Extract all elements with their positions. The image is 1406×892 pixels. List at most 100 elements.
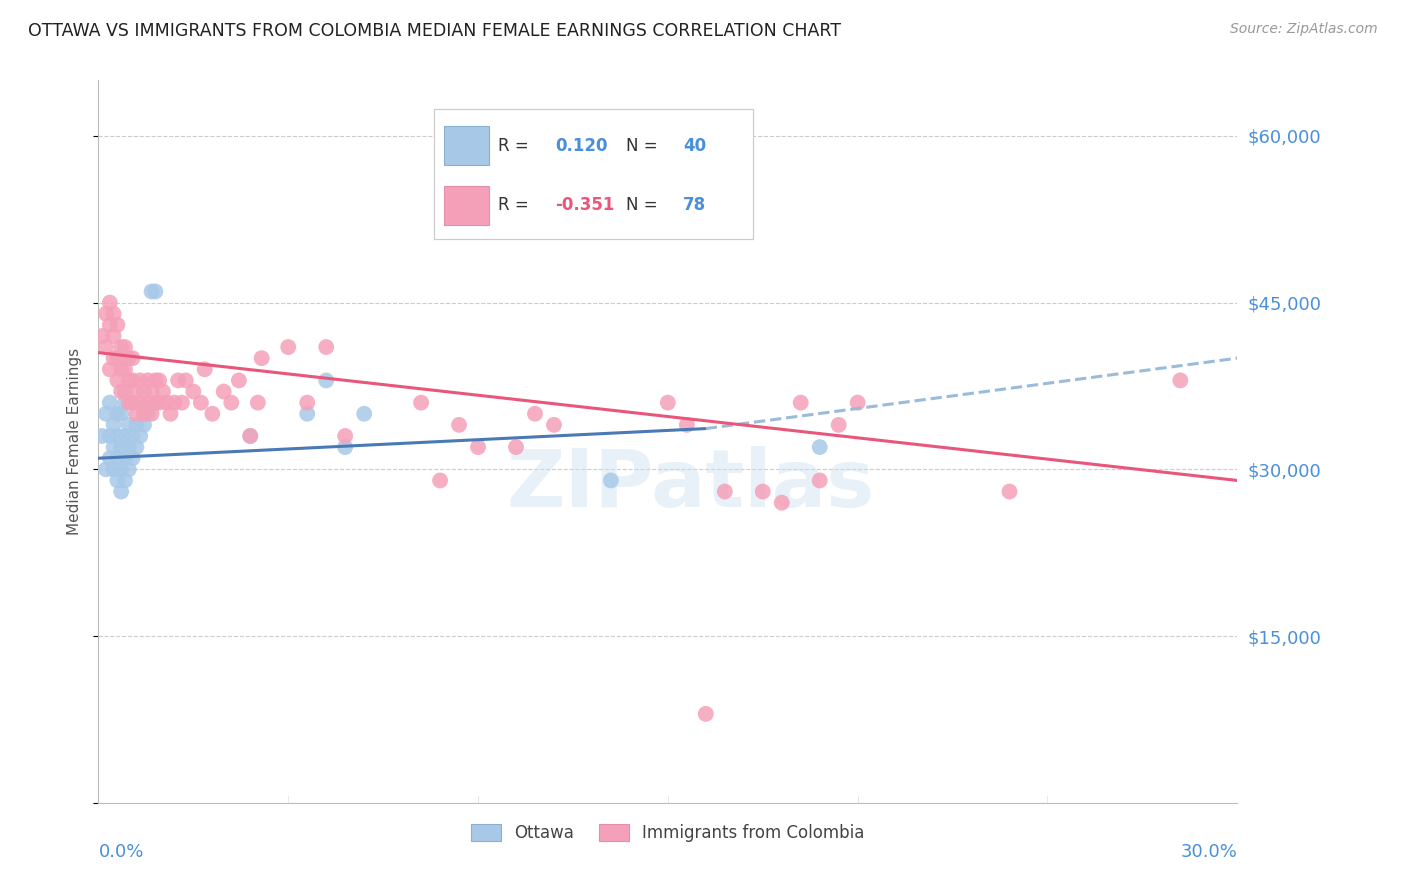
Point [94, 340, 117, 354]
Point [277, 340, 299, 354]
Point [98, 451, 121, 466]
Point [600, 474, 623, 488]
Point [91, 329, 114, 343]
Text: ZIPatlas: ZIPatlas [506, 446, 875, 524]
Point [141, 407, 163, 421]
Point [107, 318, 129, 332]
Point [411, 395, 433, 409]
Point [125, 407, 148, 421]
Point [129, 395, 152, 409]
Point [239, 429, 262, 443]
Point [132, 384, 155, 399]
Point [110, 384, 132, 399]
Point [118, 417, 141, 432]
Point [212, 384, 235, 399]
Point [107, 474, 129, 488]
Point [94, 462, 117, 476]
Point [110, 340, 132, 354]
Point [543, 417, 565, 432]
Point [353, 407, 375, 421]
Point [183, 384, 205, 399]
Point [103, 417, 125, 432]
Point [148, 373, 170, 387]
Point [103, 440, 125, 454]
Point [467, 440, 489, 454]
Point [129, 373, 152, 387]
Point [118, 462, 141, 476]
Point [121, 395, 143, 409]
Point [156, 395, 179, 409]
Point [190, 395, 212, 409]
Point [121, 451, 143, 466]
Point [148, 395, 170, 409]
Point [246, 395, 269, 409]
Point [315, 340, 337, 354]
Point [524, 407, 547, 421]
Point [103, 307, 125, 321]
Point [114, 429, 136, 443]
Point [107, 407, 129, 421]
Point [121, 429, 143, 443]
Point [145, 285, 167, 299]
Point [125, 384, 148, 399]
Point [107, 451, 129, 466]
Point [110, 407, 132, 421]
Point [129, 429, 152, 443]
Point [141, 285, 163, 299]
Point [250, 351, 273, 366]
Point [114, 451, 136, 466]
Text: OTTAWA VS IMMIGRANTS FROM COLOMBIA MEDIAN FEMALE EARNINGS CORRELATION CHART: OTTAWA VS IMMIGRANTS FROM COLOMBIA MEDIA… [28, 22, 841, 40]
Point [145, 395, 167, 409]
Point [98, 362, 121, 376]
Point [770, 496, 793, 510]
Point [695, 706, 717, 721]
Point [221, 395, 243, 409]
Point [125, 417, 148, 432]
Point [98, 395, 121, 409]
Point [91, 429, 114, 443]
Point [167, 373, 190, 387]
Text: 30.0%: 30.0% [1181, 843, 1237, 861]
Point [110, 362, 132, 376]
Point [194, 362, 217, 376]
Point [136, 373, 159, 387]
Point [114, 384, 136, 399]
Point [714, 484, 737, 499]
Point [297, 395, 319, 409]
Point [163, 395, 186, 409]
Point [125, 440, 148, 454]
Point [132, 407, 155, 421]
Y-axis label: Median Female Earnings: Median Female Earnings [67, 348, 83, 535]
Point [145, 373, 167, 387]
Point [94, 307, 117, 321]
Point [114, 395, 136, 409]
Point [118, 351, 141, 366]
Point [297, 407, 319, 421]
Point [828, 417, 851, 432]
Point [228, 373, 250, 387]
Point [118, 440, 141, 454]
Point [790, 395, 813, 409]
Point [676, 417, 699, 432]
Point [315, 373, 337, 387]
Point [114, 362, 136, 376]
Text: 0.0%: 0.0% [98, 843, 143, 861]
Point [335, 429, 357, 443]
Point [107, 429, 129, 443]
Point [136, 407, 159, 421]
Point [752, 484, 775, 499]
Point [170, 395, 193, 409]
Point [107, 373, 129, 387]
Point [103, 351, 125, 366]
Point [107, 351, 129, 366]
Point [136, 395, 159, 409]
Point [808, 440, 831, 454]
Point [98, 295, 121, 310]
Point [152, 384, 174, 399]
Point [118, 395, 141, 409]
Point [103, 329, 125, 343]
Point [846, 395, 869, 409]
Point [429, 474, 451, 488]
Point [103, 462, 125, 476]
Point [110, 484, 132, 499]
